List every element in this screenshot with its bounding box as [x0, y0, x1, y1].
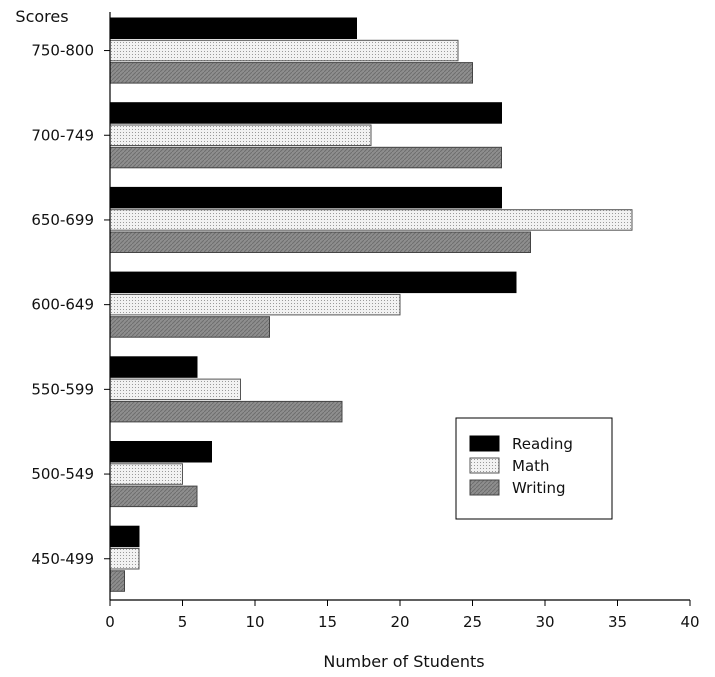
bar-writing-550-599 — [109, 400, 343, 423]
bar-math-450-499 — [109, 548, 140, 570]
x-tick-label-10: 10 — [245, 613, 264, 631]
bar-reading-600-649 — [109, 271, 517, 294]
bar-math-700-749 — [109, 124, 372, 146]
bar-reading-650-699 — [109, 186, 502, 209]
x-axis-ticks: 0 5 10 15 20 25 30 35 40 — [105, 600, 700, 631]
x-tick-label-20: 20 — [390, 613, 409, 631]
category-label-650-699: 650-699 — [31, 211, 94, 229]
bar-writing-600-649 — [109, 316, 270, 338]
bar-writing-500-549 — [109, 485, 198, 508]
bar-writing-650-699 — [109, 231, 531, 253]
category-label-450-499: 450-499 — [31, 550, 94, 568]
x-tick-label-40: 40 — [680, 613, 699, 631]
bar-reading-550-599 — [109, 356, 198, 378]
category-label-750-800: 750-800 — [31, 42, 94, 60]
legend-label-math: Math — [512, 457, 550, 475]
legend-swatch-math — [469, 457, 500, 474]
bar-math-550-599 — [109, 378, 241, 401]
bar-reading-450-499 — [109, 525, 140, 548]
legend-label-reading: Reading — [512, 435, 573, 453]
legend-swatch-writing — [469, 479, 500, 496]
x-tick-label-30: 30 — [535, 613, 554, 631]
bar-reading-750-800 — [109, 17, 357, 39]
category-label-500-549: 500-549 — [31, 465, 94, 483]
legend-label-writing: Writing — [512, 479, 566, 497]
category-label-550-599: 550-599 — [31, 380, 94, 398]
bar-reading-500-549 — [109, 441, 212, 463]
x-tick-label-35: 35 — [608, 613, 627, 631]
category-labels: 750-800 700-749 650-699 600-649 550-599 500-5… — [31, 42, 110, 568]
bar-writing-700-749 — [109, 146, 502, 169]
bar-math-650-699 — [109, 209, 633, 231]
x-tick-label-25: 25 — [463, 613, 482, 631]
bar-math-500-549 — [109, 463, 183, 485]
bar-math-750-800 — [109, 39, 459, 62]
bar-math-600-649 — [109, 293, 401, 316]
bar-writing-450-499 — [109, 570, 125, 592]
x-axis-title: Number of Students — [323, 652, 484, 671]
legend: Reading Math Writing — [455, 417, 613, 520]
y-axis-title: Scores — [15, 7, 68, 26]
x-tick-label-0: 0 — [105, 613, 115, 631]
category-label-600-649: 600-649 — [31, 296, 94, 314]
x-tick-label-5: 5 — [178, 613, 188, 631]
bar-reading-700-749 — [109, 102, 502, 124]
legend-swatch-reading — [469, 435, 500, 452]
category-label-700-749: 700-749 — [31, 126, 94, 144]
bar-writing-750-800 — [109, 62, 473, 84]
x-tick-label-15: 15 — [318, 613, 337, 631]
